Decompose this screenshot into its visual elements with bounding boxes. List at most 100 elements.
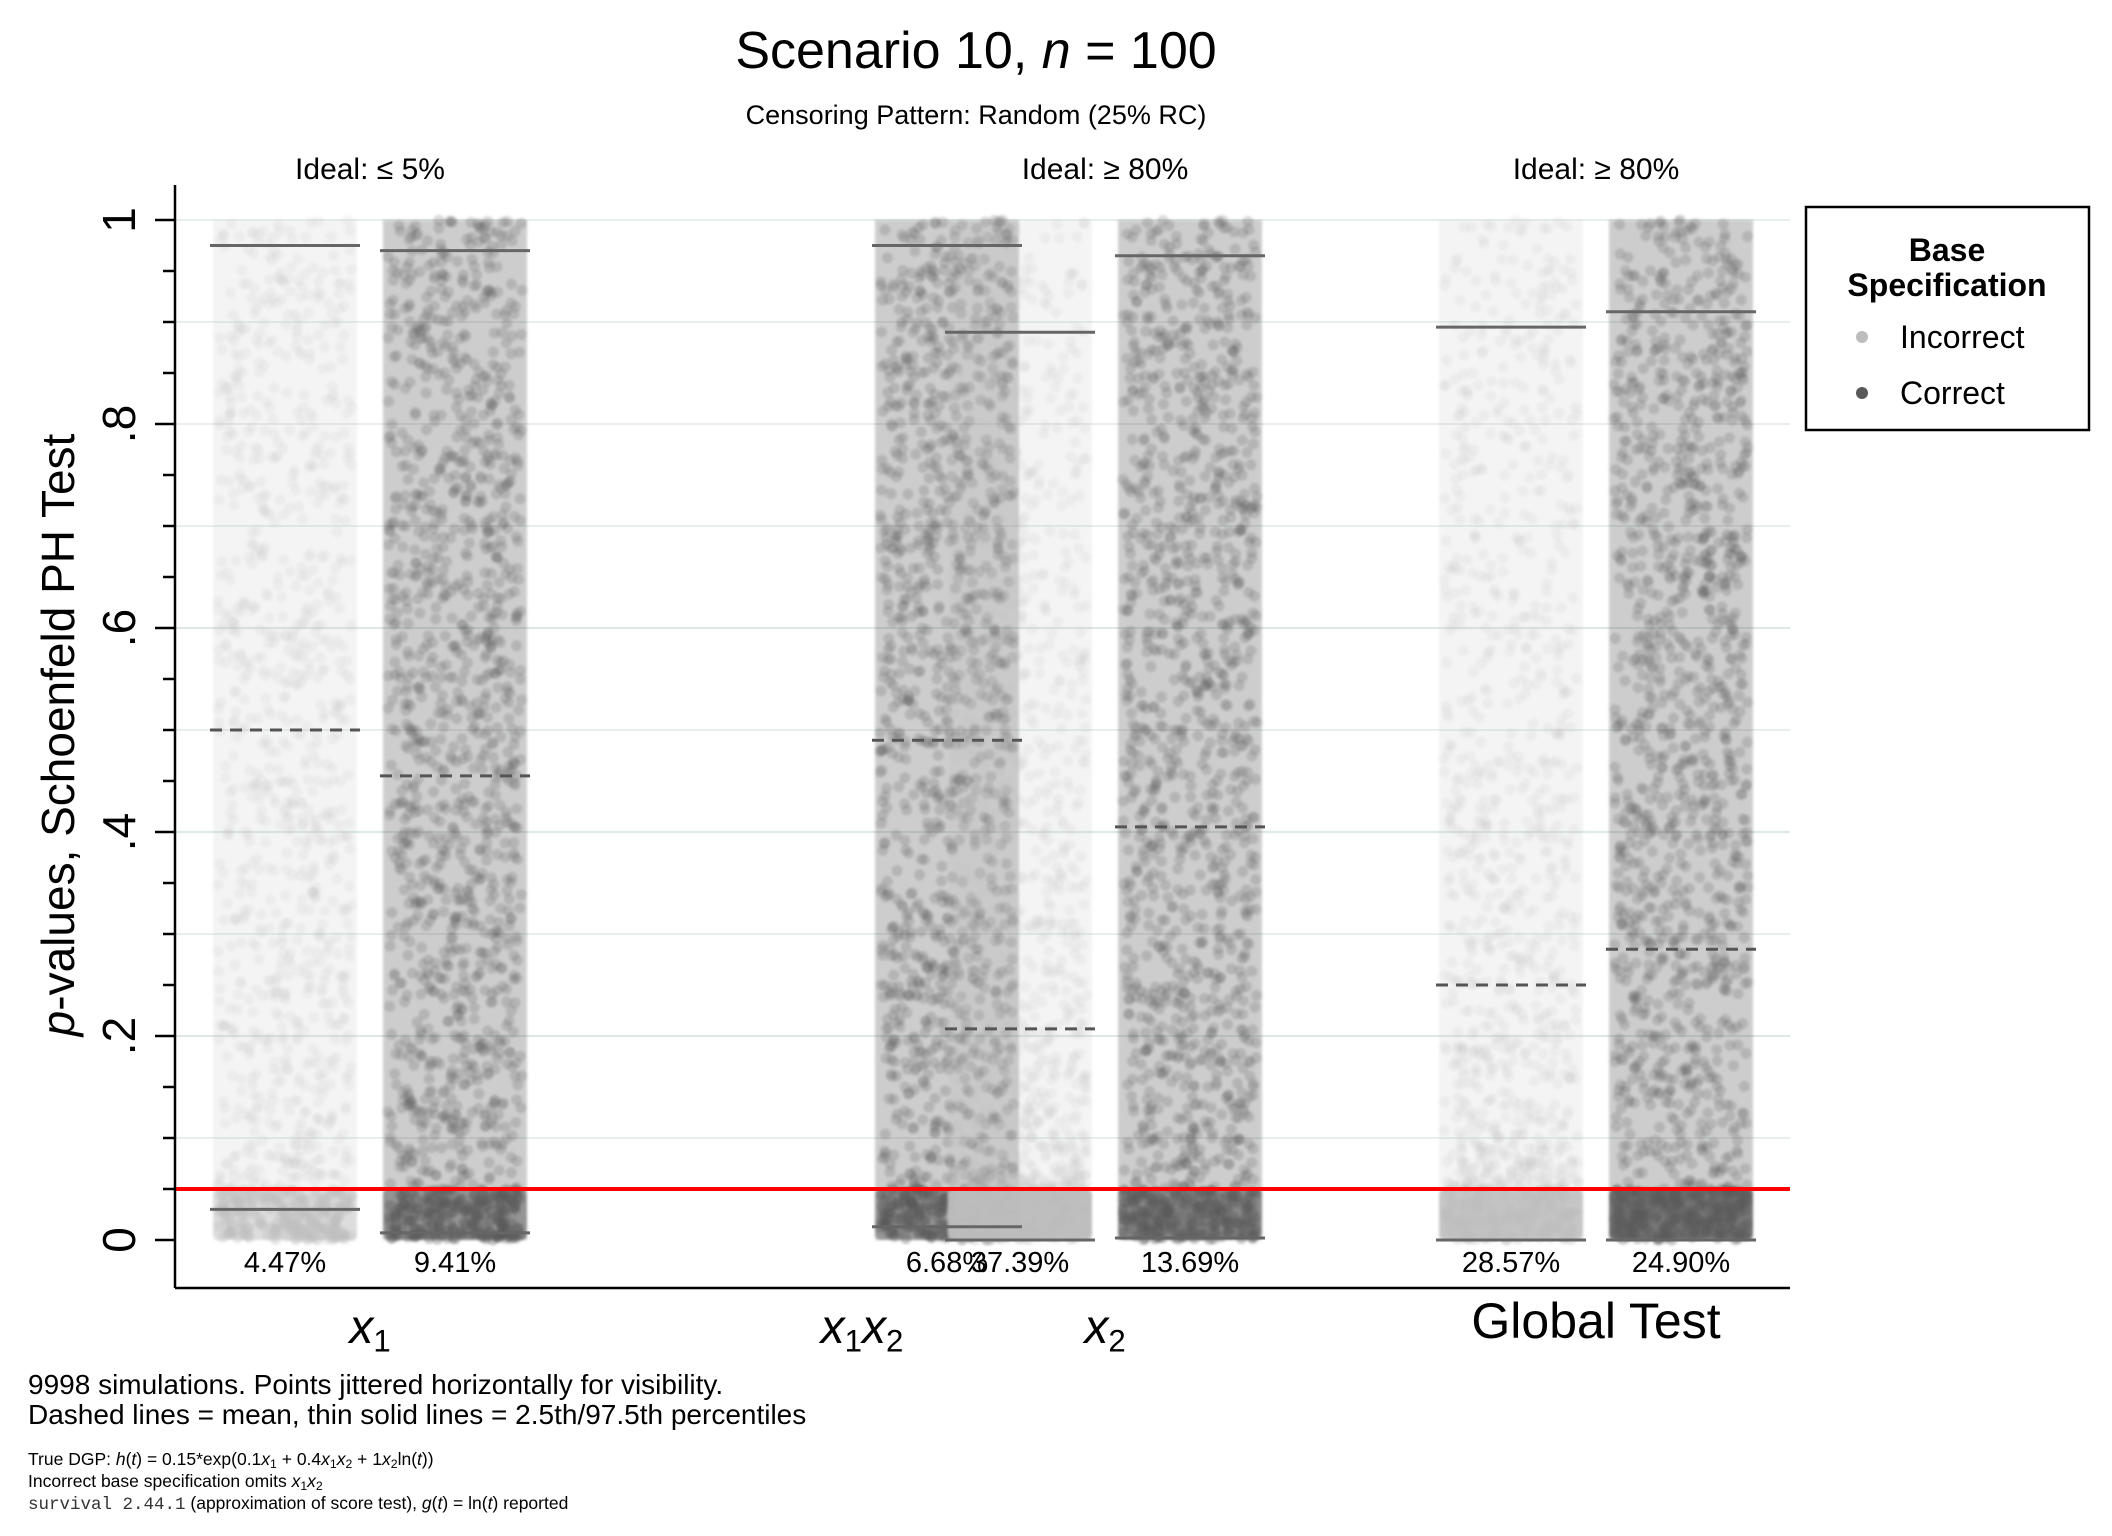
data-point [1018,361,1030,373]
data-point [315,1153,327,1165]
data-point [228,1028,240,1040]
data-point [936,860,948,872]
data-point [456,1004,468,1016]
data-point [317,363,329,375]
data-point [1077,755,1089,767]
data-point [505,912,517,924]
data-point [324,1079,336,1091]
data-point [881,463,893,475]
data-point [249,308,261,320]
data-point [489,1063,501,1075]
data-point [271,1077,283,1089]
data-point [319,550,331,562]
data-point [922,352,934,364]
data-point [503,1046,515,1058]
data-point [893,563,905,574]
data-point [341,407,353,419]
data-point [246,421,258,433]
data-point [878,665,890,677]
data-point [514,673,526,685]
data-point [1050,805,1062,817]
data-point [439,452,451,464]
data-point [952,544,964,556]
data-point [966,699,978,711]
data-point [416,1164,428,1176]
data-point [327,1169,339,1180]
data-point [1033,735,1045,747]
data-point [275,818,286,830]
data-point [894,581,905,592]
data-point [511,1191,523,1203]
data-point [1060,547,1072,558]
data-point [346,620,358,631]
data-point [250,333,262,345]
data-point [958,877,970,889]
data-point [458,957,470,969]
data-point [232,660,244,672]
data-point [930,993,942,1005]
data-point [995,341,1007,353]
data-point [451,1100,463,1112]
data-point [276,591,287,603]
data-point [490,488,502,500]
data-point [1005,724,1017,736]
data-point [902,488,914,500]
data-point [455,410,467,422]
data-point [920,302,932,314]
data-point [305,217,317,229]
data-point [885,1068,897,1080]
data-point [502,760,514,772]
data-point [1022,955,1034,966]
data-point [316,634,328,645]
data-point [1043,781,1055,793]
data-point [251,390,263,402]
data-point [468,1013,480,1025]
data-point [479,537,491,549]
data-point [468,417,480,429]
data-point [220,1205,231,1217]
data-point [454,944,466,956]
data-point [326,762,338,774]
data-point [1013,922,1025,934]
data-point [494,1216,506,1228]
data-point [256,990,268,1002]
data-point [1069,528,1081,540]
data-point [927,537,939,549]
data-point [491,925,503,937]
data-point [425,718,437,730]
data-point [883,293,895,305]
data-point [400,740,412,752]
data-point [1012,907,1024,919]
data-point [1002,908,1014,920]
data-point [1052,740,1064,752]
data-point [230,555,242,567]
data-point [281,386,293,398]
data-point [296,430,308,442]
data-point [915,426,927,438]
data-point [475,1137,487,1149]
data-point [429,1096,441,1107]
data-point [262,703,274,715]
data-point [956,379,968,391]
data-point [960,520,972,532]
data-point [419,870,431,882]
data-point [225,218,237,230]
data-point [893,1200,905,1212]
data-point [963,792,975,804]
data-point [467,864,479,876]
data-point [213,717,225,729]
data-point [300,969,312,981]
data-point [455,1117,467,1129]
data-point [952,694,964,706]
data-point [933,347,945,359]
data-point [219,1019,231,1031]
data-point [307,607,319,619]
data-point [508,847,520,859]
data-point [436,1142,448,1154]
data-point [284,1010,296,1022]
data-point [404,376,416,388]
data-point [330,1033,341,1045]
data-point [309,887,320,898]
data-point [1014,759,1026,771]
data-point [880,532,892,544]
